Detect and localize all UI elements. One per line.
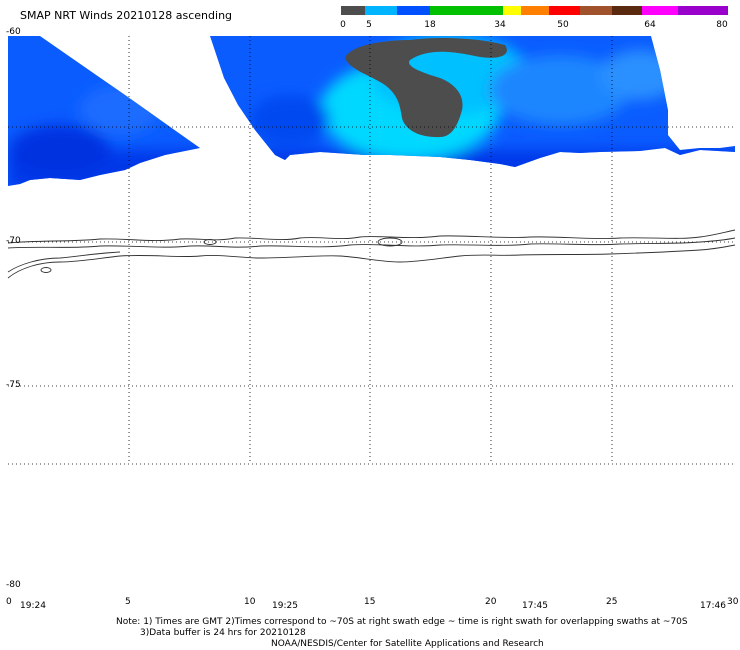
wind-speed-colorbar xyxy=(341,6,728,15)
grid-lines xyxy=(8,36,735,465)
lon-label-20: 20 xyxy=(485,597,497,607)
time-label: 19:24 xyxy=(20,601,46,611)
colorbar-segment xyxy=(678,6,728,15)
colorbar-segment xyxy=(503,6,521,15)
colorbar-label-5: 5 xyxy=(366,20,372,30)
lat-label-75: -75 xyxy=(6,380,21,390)
note-credit: NOAA/NESDIS/Center for Satellite Applica… xyxy=(271,639,544,649)
colorbar-label-0: 0 xyxy=(340,20,346,30)
colorbar-segment xyxy=(430,6,503,15)
lon-label-5: 5 xyxy=(125,597,131,607)
colorbar-segment xyxy=(341,6,365,15)
time-label: 17:45 xyxy=(522,601,548,611)
colorbar-segment xyxy=(612,6,642,15)
coastline xyxy=(7,229,736,279)
map-title: SMAP NRT Winds 20210128 ascending xyxy=(20,9,233,22)
lon-label-0: 0 xyxy=(6,597,12,607)
lat-label-80: -80 xyxy=(6,580,21,590)
colorbar-segment xyxy=(365,6,397,15)
time-label: 17:46 xyxy=(700,601,726,611)
lat-label-60: -60 xyxy=(6,27,21,37)
lat-label-70: -70 xyxy=(6,236,21,246)
lon-label-25: 25 xyxy=(606,597,618,607)
colorbar-segment xyxy=(549,6,580,15)
colorbar-segment xyxy=(521,6,549,15)
time-label: 19:25 xyxy=(272,601,298,611)
colorbar-label-34: 34 xyxy=(494,20,506,30)
colorbar-label-18: 18 xyxy=(424,20,436,30)
colorbar-label-50: 50 xyxy=(557,20,569,30)
lon-label-15: 15 xyxy=(364,597,376,607)
colorbar-label-80: 80 xyxy=(716,20,728,30)
note-line-1: Note: 1) Times are GMT 2)Times correspon… xyxy=(116,617,688,627)
lon-label-30: 30 xyxy=(727,597,739,607)
lon-label-10: 10 xyxy=(244,597,256,607)
colorbar-label-64: 64 xyxy=(644,20,656,30)
low-wind-region xyxy=(345,37,507,138)
colorbar-segment xyxy=(580,6,612,15)
note-line-2: 3)Data buffer is 24 hrs for 20210128 xyxy=(140,628,306,638)
wind-swath xyxy=(8,36,735,186)
colorbar-segment xyxy=(642,6,678,15)
colorbar-segment xyxy=(397,6,430,15)
